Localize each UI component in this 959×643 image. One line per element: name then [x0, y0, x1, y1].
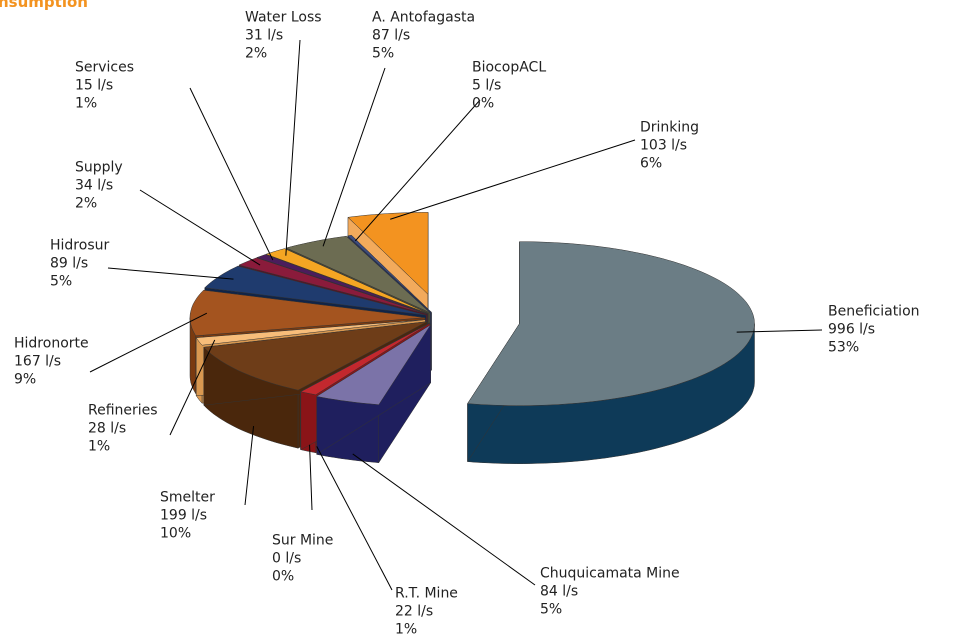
- category-label: Services: [75, 60, 134, 76]
- percentage-label: 2%: [75, 196, 97, 212]
- leader-line: [107, 267, 234, 280]
- slice: [203, 321, 428, 391]
- value-label: 199 l/s: [160, 508, 207, 524]
- value-label: 31 l/s: [245, 28, 283, 44]
- value-label: 84 l/s: [540, 584, 578, 600]
- value-label: 34 l/s: [75, 178, 113, 194]
- value-label: 996 l/s: [828, 322, 875, 338]
- percentage-label: 0%: [272, 569, 294, 585]
- value-label: 15 l/s: [75, 78, 113, 94]
- leader-line: [285, 39, 301, 256]
- slice: [204, 265, 427, 316]
- category-label: Water Loss: [245, 10, 322, 26]
- slice: [347, 235, 432, 313]
- slice: [347, 212, 429, 295]
- leader-line: [89, 312, 208, 373]
- category-label: Hidronorte: [14, 336, 89, 352]
- value-label: 5 l/s: [472, 78, 501, 94]
- value-label: 28 l/s: [88, 421, 126, 437]
- value-label: 22 l/s: [395, 604, 433, 620]
- slice: [285, 235, 431, 313]
- category-label: BiocopACL: [472, 60, 546, 76]
- percentage-label: 1%: [88, 439, 110, 455]
- slice: [300, 322, 430, 396]
- percentage-label: 6%: [640, 156, 662, 172]
- category-label: Supply: [75, 160, 123, 176]
- leader-line: [189, 87, 274, 261]
- leader-line: [244, 425, 255, 506]
- slice: [467, 241, 755, 406]
- category-label: Drinking: [640, 120, 699, 136]
- category-label: A. Antofagasta: [372, 10, 475, 26]
- category-label: Hidrosur: [50, 238, 109, 254]
- percentage-label: 9%: [14, 372, 36, 388]
- slice: [189, 289, 426, 337]
- leader-line: [139, 189, 261, 266]
- percentage-label: 5%: [372, 46, 394, 62]
- leader-line: [390, 139, 636, 220]
- percentage-label: 53%: [828, 340, 859, 356]
- leader-line: [316, 446, 393, 591]
- value-label: 0 l/s: [272, 551, 301, 567]
- category-label: Sur Mine: [272, 533, 333, 549]
- slice: [316, 324, 431, 405]
- category-label: Smelter: [160, 490, 215, 506]
- category-label: Refineries: [88, 403, 158, 419]
- value-label: 167 l/s: [14, 354, 61, 370]
- percentage-label: 0%: [472, 96, 494, 112]
- value-label: 87 l/s: [372, 28, 410, 44]
- slice: [195, 319, 426, 346]
- slice: [238, 257, 428, 315]
- category-label: R.T. Mine: [395, 586, 458, 602]
- percentage-label: 2%: [245, 46, 267, 62]
- leader-line: [309, 444, 313, 511]
- slice: [265, 248, 429, 314]
- leader-line: [736, 329, 823, 333]
- leader-line: [354, 99, 481, 242]
- percentage-label: 5%: [50, 274, 72, 290]
- value-label: 89 l/s: [50, 256, 88, 272]
- percentage-label: 5%: [540, 602, 562, 618]
- category-label: Beneficiation: [828, 304, 920, 320]
- category-label: Chuquicamata Mine: [540, 566, 680, 582]
- leader-line: [352, 453, 536, 586]
- leader-line: [169, 339, 216, 436]
- percentage-label: 1%: [75, 96, 97, 112]
- chart-title: nsumption: [0, 0, 88, 11]
- percentage-label: 1%: [395, 622, 417, 638]
- percentage-label: 10%: [160, 526, 191, 542]
- value-label: 103 l/s: [640, 138, 687, 154]
- leader-line: [322, 67, 386, 247]
- slice: [256, 254, 428, 315]
